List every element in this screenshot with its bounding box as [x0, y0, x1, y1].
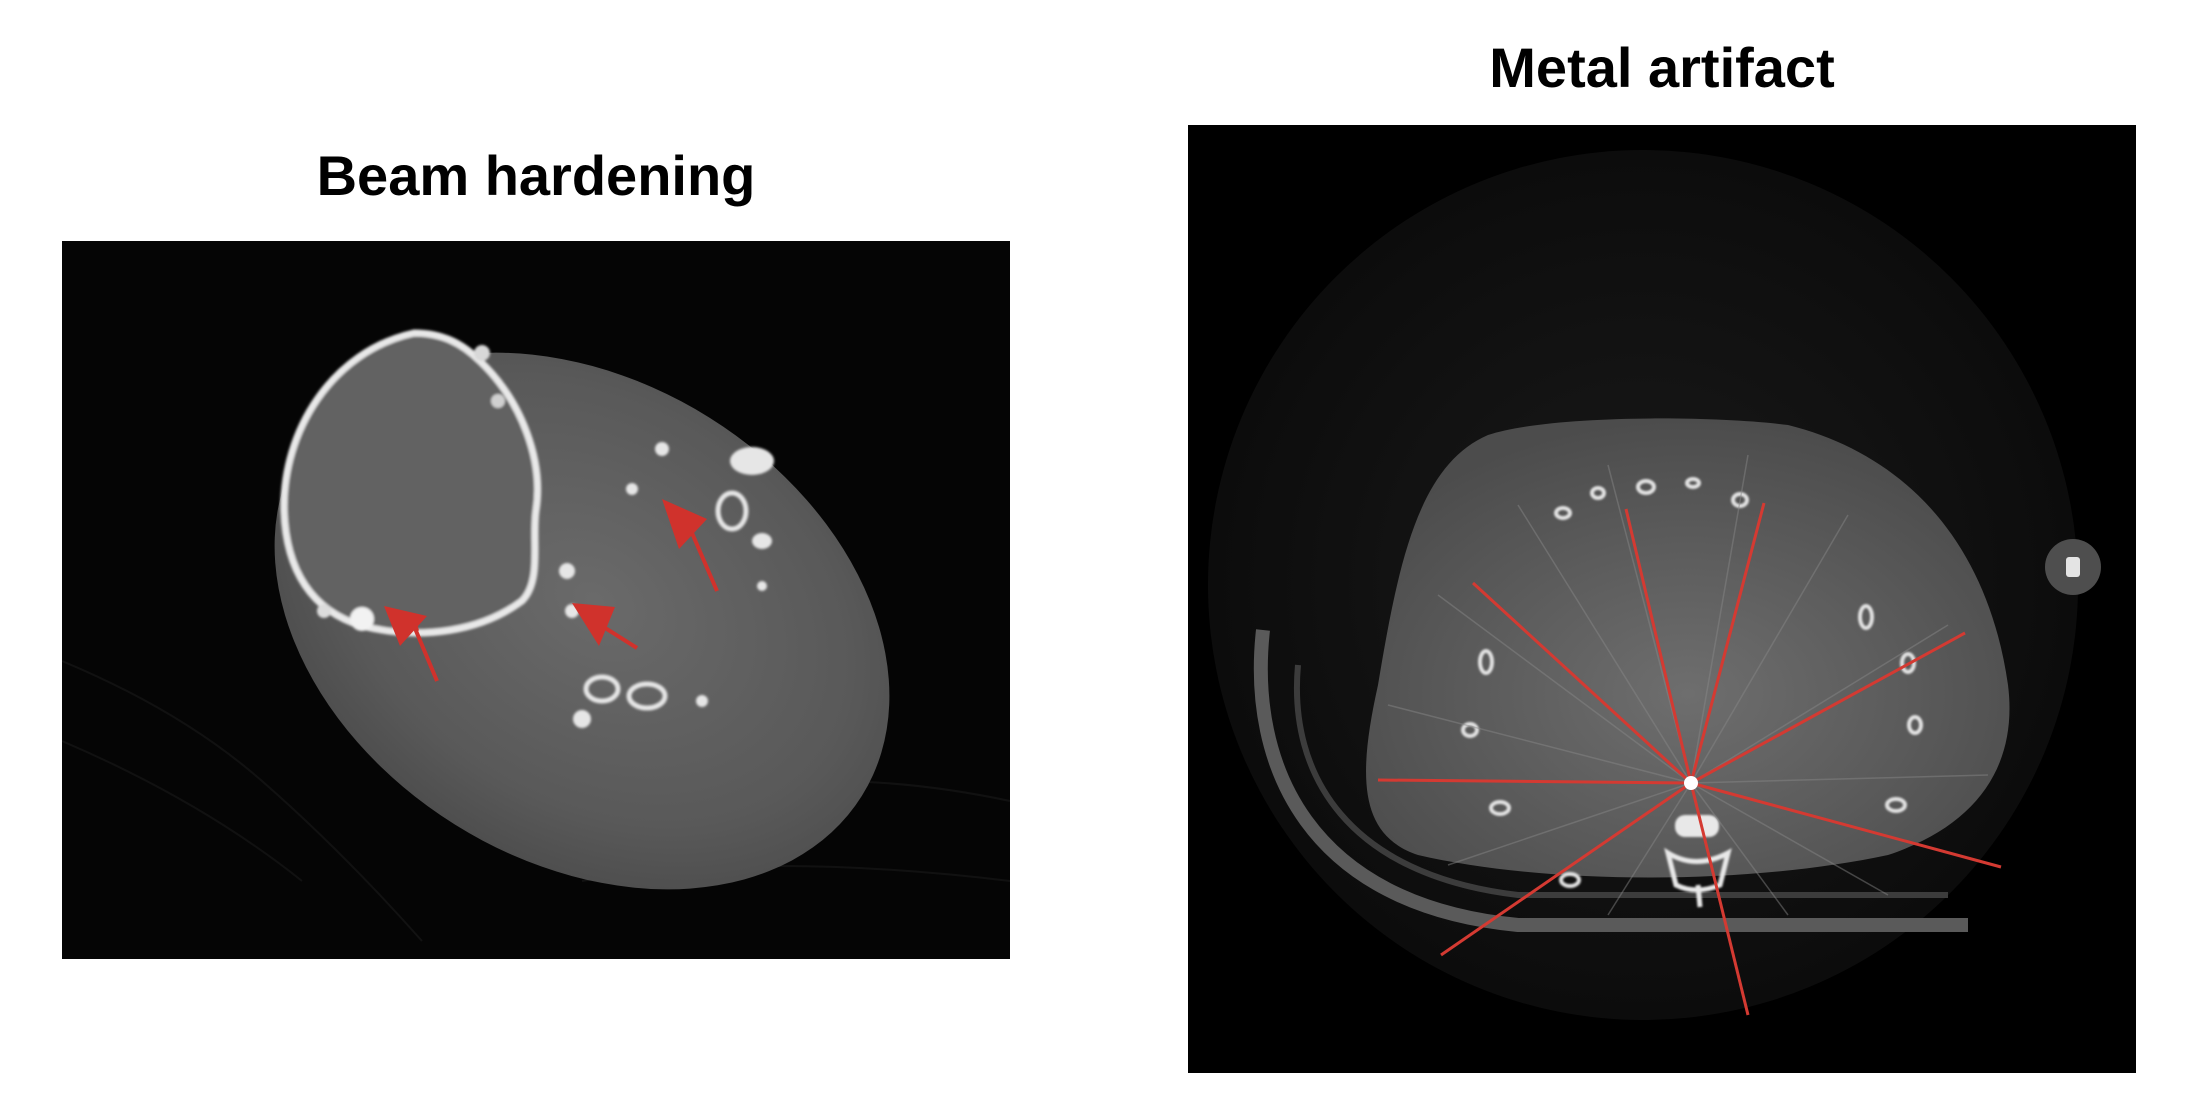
beam-hardening-ct-image [62, 241, 1010, 959]
arrow-3 [572, 603, 639, 650]
artifact-arrows [384, 499, 719, 682]
metal-implant [1684, 776, 1698, 790]
metal-artifact-ct-svg [1188, 125, 2136, 1073]
arrow-2 [662, 499, 719, 592]
beam-hardening-title: Beam hardening [316, 144, 756, 207]
arrow-1 [384, 606, 439, 682]
body-cross-section [1366, 418, 2010, 878]
large-bone-ring [280, 329, 542, 637]
rib-bones [1461, 477, 1923, 888]
beam-hardening-ct-svg [62, 241, 1010, 959]
metal-artifact-title: Metal artifact [1489, 36, 1835, 99]
small-bones [559, 442, 774, 728]
metal-streak-lines [1377, 502, 2002, 1016]
patient-table [1253, 629, 1968, 932]
metal-artifact-ct-image [1188, 125, 2136, 1073]
spine [1664, 815, 1732, 908]
